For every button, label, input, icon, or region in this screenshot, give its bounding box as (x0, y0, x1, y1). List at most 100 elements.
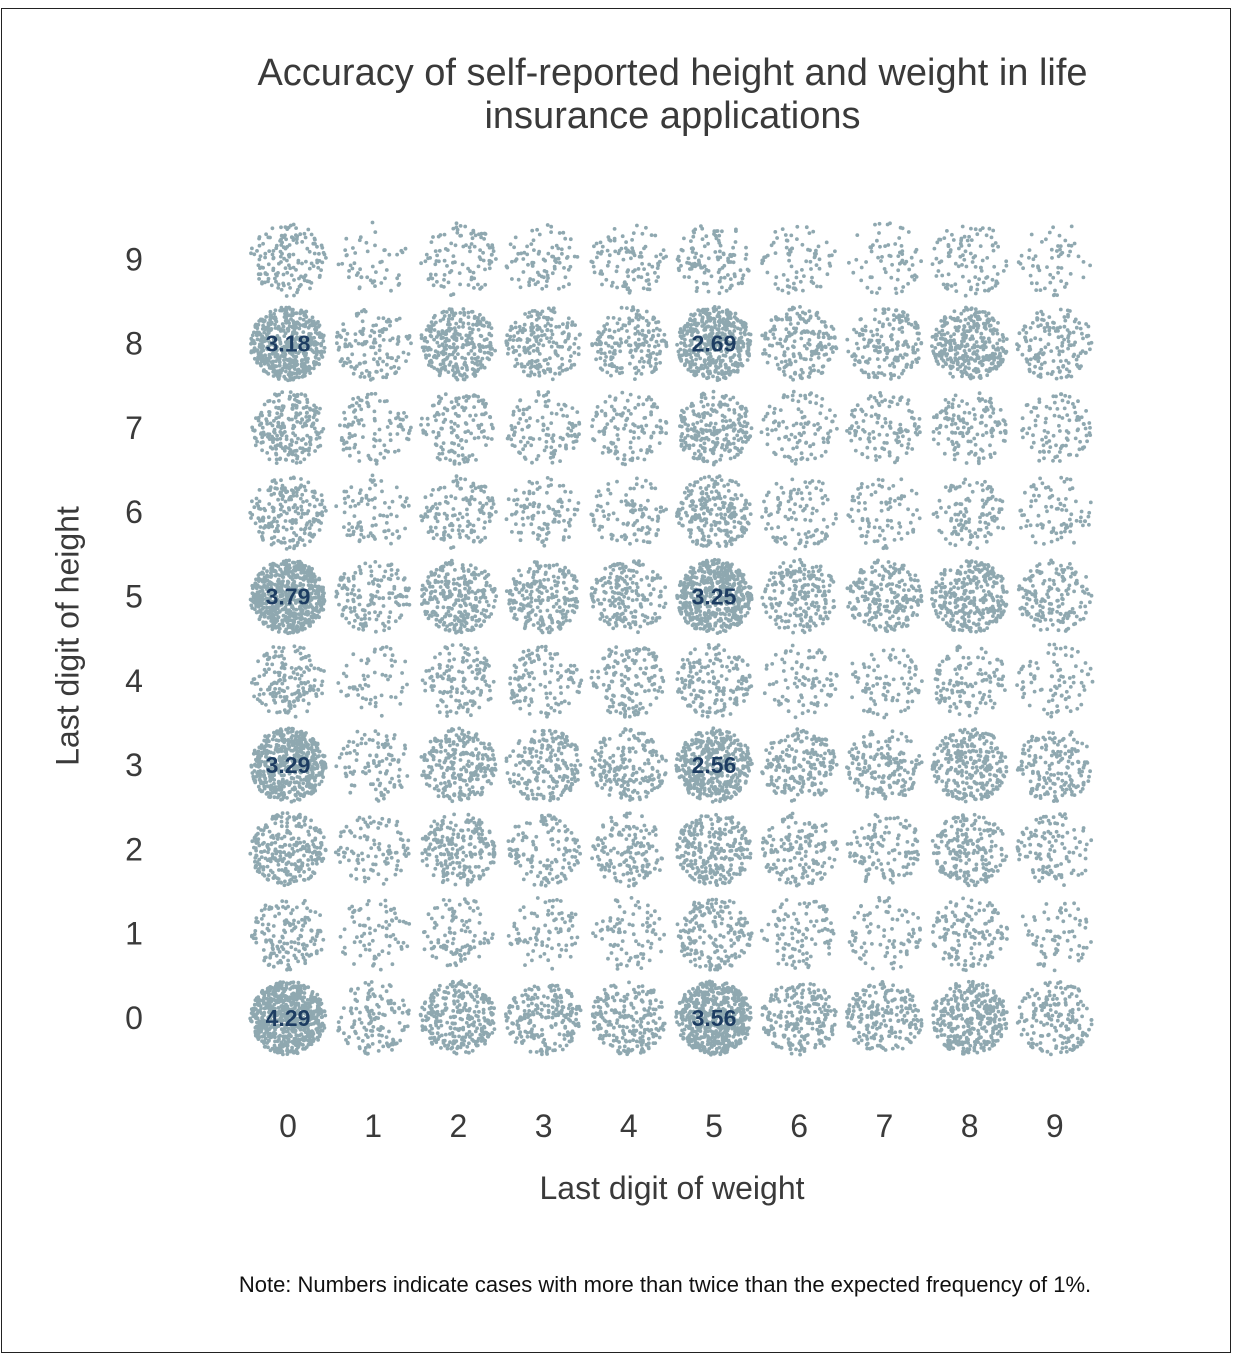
dot (378, 967, 383, 972)
dot (639, 1019, 644, 1024)
dot (701, 913, 705, 918)
dot (699, 904, 703, 908)
dot (988, 950, 993, 955)
dot (321, 856, 326, 861)
dot (390, 1041, 394, 1046)
dot (708, 967, 712, 972)
dot (438, 983, 442, 988)
dot (545, 877, 549, 882)
dot (298, 812, 302, 817)
dot (276, 1018, 281, 1023)
dot (348, 829, 352, 833)
dot (399, 868, 403, 873)
dot (260, 1022, 264, 1027)
dot (248, 851, 253, 856)
dot (797, 1041, 802, 1046)
dot (295, 848, 300, 853)
dot (731, 1034, 736, 1039)
dot (1063, 997, 1068, 1002)
dot (510, 1021, 515, 1026)
dot (292, 918, 296, 923)
dot (868, 983, 872, 988)
dot (644, 1042, 649, 1047)
dot (931, 1006, 936, 1011)
dot (629, 896, 634, 900)
dot (381, 882, 386, 886)
dot (1030, 987, 1034, 992)
dot (348, 1009, 353, 1013)
dot (466, 951, 471, 955)
dot (295, 905, 299, 910)
dot (847, 1003, 852, 1008)
dot (1025, 1032, 1030, 1037)
dot (314, 858, 319, 863)
dot (514, 1000, 518, 1005)
dot (827, 945, 831, 950)
dot (719, 1000, 724, 1005)
dot (266, 963, 271, 967)
dot (405, 944, 410, 949)
dot (277, 939, 282, 944)
dot (962, 1040, 967, 1045)
dot (804, 911, 809, 916)
dot (892, 960, 896, 965)
dot (271, 924, 276, 928)
dot (394, 867, 399, 872)
dot (887, 1034, 891, 1038)
chart-note: Note: Numbers indicate cases with more t… (238, 1272, 1092, 1297)
dot (857, 1030, 861, 1035)
dot (435, 862, 440, 867)
dot (625, 963, 629, 968)
dot (957, 984, 962, 988)
dot (570, 854, 575, 859)
dot (822, 918, 827, 923)
dot (344, 1038, 348, 1042)
dot (307, 867, 312, 872)
dot (599, 997, 603, 1002)
dot (280, 868, 284, 872)
dot (708, 956, 713, 961)
dot (964, 929, 969, 933)
dot (611, 944, 616, 948)
dot (792, 911, 796, 916)
dot (862, 953, 866, 957)
dot (882, 1018, 887, 1023)
dot (859, 1038, 864, 1043)
dot (728, 924, 733, 929)
dot (483, 1041, 487, 1046)
dot (286, 1026, 291, 1031)
dot-cell (591, 896, 666, 971)
dot (661, 1021, 666, 1026)
dot (749, 931, 754, 936)
dot (1002, 1017, 1007, 1022)
dot (729, 963, 734, 968)
dot (440, 1009, 445, 1014)
dot (368, 931, 372, 936)
dot (952, 989, 957, 994)
dot (255, 1034, 260, 1038)
dot (555, 1002, 560, 1007)
dot (477, 832, 481, 836)
dot (607, 1033, 612, 1038)
dot (869, 1010, 874, 1014)
dot (636, 900, 640, 904)
dot (451, 860, 455, 865)
dot (890, 917, 895, 921)
dot (365, 997, 370, 1002)
dot (289, 945, 294, 950)
dot (990, 941, 994, 946)
dot (1019, 1032, 1024, 1037)
dot (864, 1034, 869, 1038)
dot (1081, 1003, 1086, 1008)
dot (532, 882, 537, 887)
dot (447, 926, 452, 931)
dot (809, 919, 813, 924)
dot (703, 964, 708, 968)
dot (319, 841, 323, 845)
dot (689, 948, 694, 952)
dot (821, 1023, 826, 1028)
dot (943, 950, 947, 955)
dot (262, 931, 267, 936)
dot (288, 854, 292, 859)
